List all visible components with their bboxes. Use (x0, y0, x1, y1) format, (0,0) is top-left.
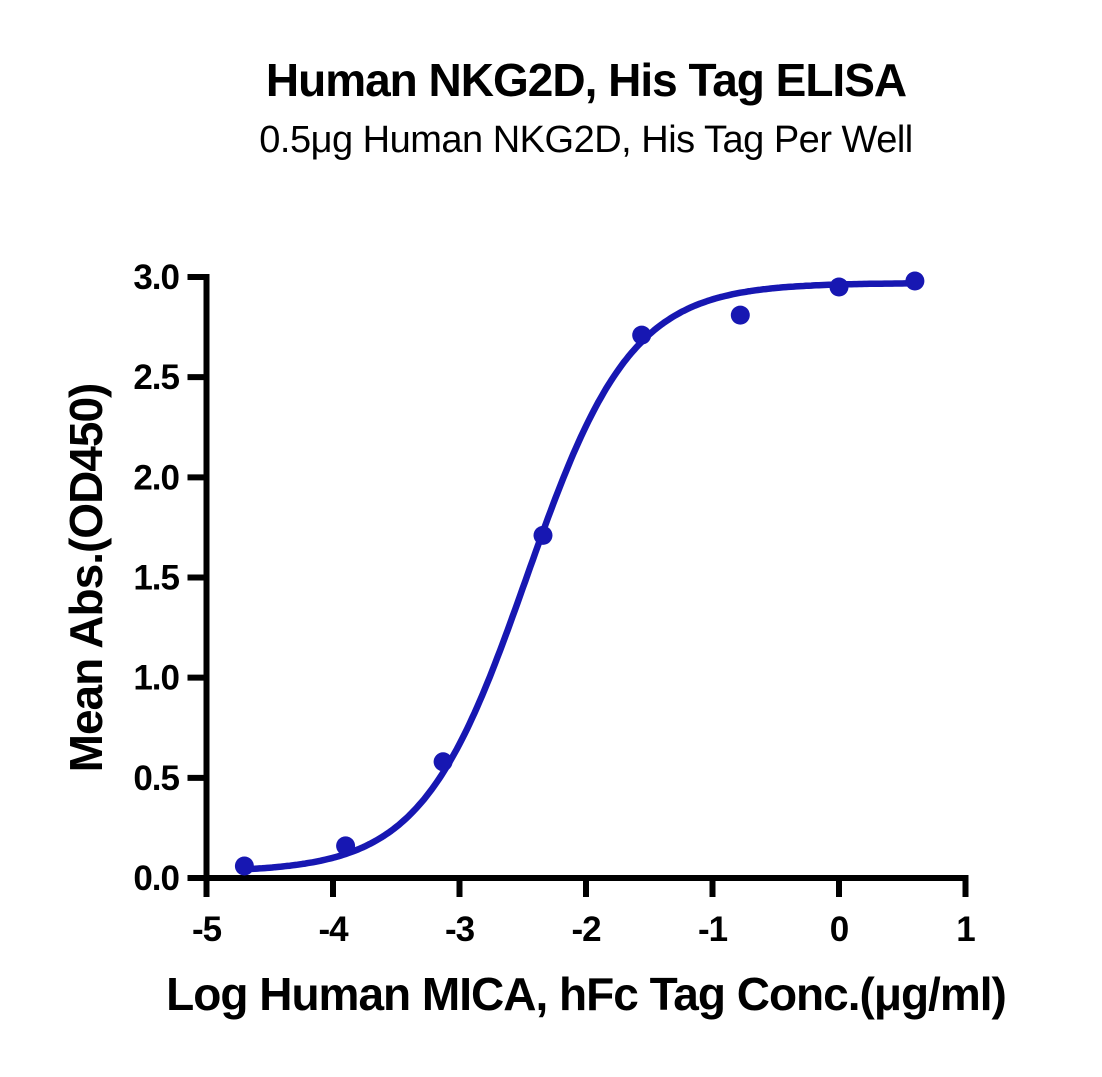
fit-curve (241, 280, 919, 873)
data-point (336, 836, 356, 856)
data-point (632, 325, 652, 345)
x-tick-label: -4 (318, 910, 349, 949)
x-tick-label: 0 (830, 910, 849, 949)
data-point (905, 271, 925, 291)
axes (203, 274, 969, 881)
data-point (730, 305, 750, 325)
y-tick-label: 0.5 (133, 759, 179, 798)
axis-ticks (187, 274, 969, 897)
data-point (433, 752, 453, 772)
chart-title: Human NKG2D, His Tag ELISA (266, 54, 906, 106)
x-tick-label: -3 (445, 910, 475, 949)
x-axis-label: Log Human MICA, hFc Tag Conc.(μg/ml) (166, 968, 1006, 1020)
y-tick-label: 2.0 (133, 458, 179, 497)
y-tick-label: 1.5 (133, 559, 179, 598)
y-axis-label: Mean Abs.(OD450) (60, 384, 112, 773)
data-points (234, 271, 925, 876)
axis-tick-labels: -5 -4 -3 -2 -1 0 1 0.0 0.5 1.0 1.5 2.0 2.5 3.0 (133, 258, 976, 949)
x-tick-label: -2 (571, 910, 601, 949)
x-tick-label: -5 (192, 910, 222, 949)
y-tick-label: 2.5 (133, 358, 179, 397)
data-point (829, 277, 849, 297)
data-point (234, 856, 254, 876)
y-tick-label: 0.0 (133, 859, 179, 898)
x-tick-label: -1 (698, 910, 728, 949)
y-tick-label: 3.0 (133, 258, 179, 297)
axis-lines (203, 274, 969, 881)
chart-subtitle: 0.5μg Human NKG2D, His Tag Per Well (259, 119, 912, 161)
fit-curve-line (241, 280, 919, 873)
data-point (533, 525, 553, 545)
y-tick-label: 1.0 (133, 659, 179, 698)
x-tick-label: 1 (956, 910, 975, 949)
